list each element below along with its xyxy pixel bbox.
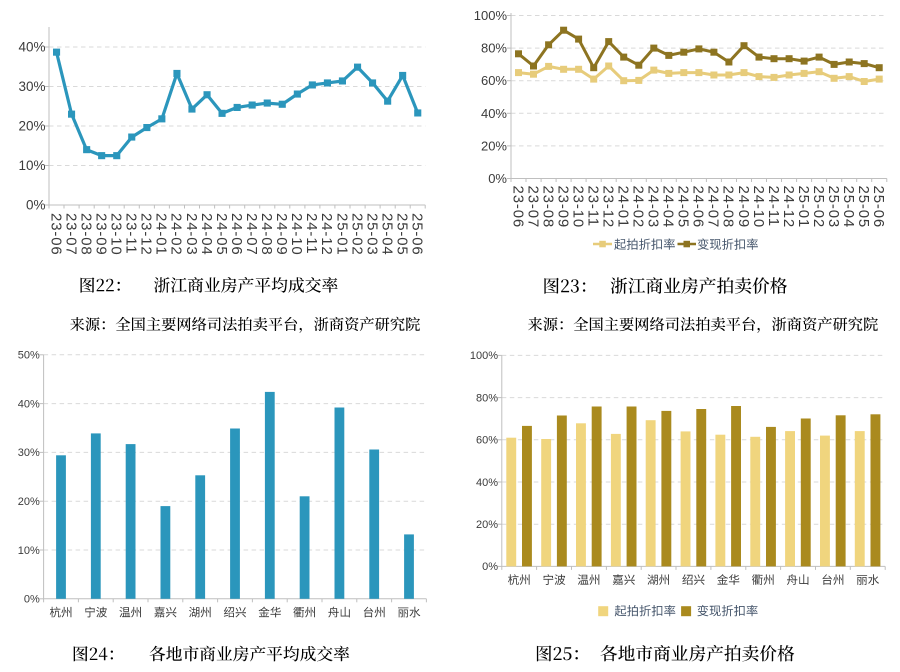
svg-text:23-07: 23-07 (62, 213, 79, 256)
svg-text:25-05: 25-05 (855, 186, 872, 229)
svg-text:25-01: 25-01 (333, 213, 350, 256)
svg-text:40%: 40% (476, 477, 498, 489)
svg-text:25-04: 25-04 (378, 213, 395, 256)
svg-text:80%: 80% (481, 41, 507, 56)
svg-text:0%: 0% (482, 561, 498, 573)
svg-text:25-01: 25-01 (795, 186, 812, 229)
svg-text:25-05: 25-05 (394, 213, 411, 256)
svg-text:24-10: 24-10 (750, 186, 767, 229)
svg-text:0%: 0% (488, 171, 507, 186)
svg-text:24-11: 24-11 (303, 213, 320, 255)
svg-text:40%: 40% (481, 106, 507, 121)
svg-text:24-11: 24-11 (765, 186, 782, 228)
svg-text:23-12: 23-12 (600, 186, 617, 229)
svg-text:23-10: 23-10 (569, 186, 586, 229)
svg-text:40%: 40% (18, 40, 45, 55)
svg-text:20%: 20% (481, 139, 507, 154)
svg-text:0%: 0% (24, 594, 40, 606)
svg-text:30%: 30% (18, 79, 45, 94)
svg-text:24-05: 24-05 (213, 213, 230, 256)
svg-text:24-08: 24-08 (258, 213, 275, 256)
svg-text:24-01: 24-01 (615, 186, 632, 229)
svg-text:24-03: 24-03 (645, 186, 662, 229)
svg-text:23-11: 23-11 (585, 186, 602, 228)
svg-text:50%: 50% (18, 350, 40, 362)
svg-text:23-07: 23-07 (524, 186, 541, 229)
svg-text:23-08: 23-08 (539, 186, 556, 229)
svg-text:60%: 60% (481, 73, 507, 88)
svg-text:24-05: 24-05 (675, 186, 692, 229)
svg-text:24-03: 24-03 (183, 213, 200, 256)
svg-text:60%: 60% (476, 435, 498, 447)
svg-text:40%: 40% (18, 398, 40, 410)
svg-text:25-03: 25-03 (825, 186, 842, 229)
svg-text:24-06: 24-06 (690, 186, 707, 229)
svg-text:25-02: 25-02 (810, 186, 827, 229)
svg-text:30%: 30% (18, 447, 40, 459)
svg-text:23-10: 23-10 (108, 213, 125, 256)
svg-text:100%: 100% (470, 350, 498, 362)
svg-text:24-08: 24-08 (720, 186, 737, 229)
svg-text:0%: 0% (26, 198, 46, 213)
svg-text:23-06: 23-06 (509, 186, 526, 229)
svg-text:25-06: 25-06 (409, 213, 426, 256)
svg-text:20%: 20% (18, 119, 45, 134)
svg-text:24-07: 24-07 (243, 213, 260, 256)
svg-text:20%: 20% (476, 519, 498, 531)
svg-text:25-04: 25-04 (840, 186, 857, 229)
svg-text:24-04: 24-04 (198, 213, 215, 256)
svg-text:20%: 20% (18, 496, 40, 508)
svg-text:24-10: 24-10 (288, 213, 305, 256)
svg-text:10%: 10% (18, 545, 40, 557)
svg-text:24-07: 24-07 (705, 186, 722, 229)
svg-text:24-02: 24-02 (630, 186, 647, 229)
svg-text:23-09: 23-09 (554, 186, 571, 229)
svg-text:24-09: 24-09 (735, 186, 752, 229)
svg-text:24-01: 24-01 (153, 213, 170, 256)
svg-text:25-06: 25-06 (870, 186, 887, 229)
svg-text:24-09: 24-09 (273, 213, 290, 256)
svg-text:25-02: 25-02 (348, 213, 365, 256)
svg-text:24-02: 24-02 (168, 213, 185, 256)
svg-text:23-09: 23-09 (93, 213, 110, 256)
svg-text:23-11: 23-11 (123, 213, 140, 255)
svg-text:23-08: 23-08 (77, 213, 94, 256)
svg-text:23-06: 23-06 (47, 213, 64, 256)
svg-text:24-06: 24-06 (228, 213, 245, 256)
svg-text:10%: 10% (18, 158, 45, 173)
svg-text:24-12: 24-12 (780, 186, 797, 229)
svg-text:23-12: 23-12 (138, 213, 155, 256)
svg-text:24-04: 24-04 (660, 186, 677, 229)
svg-text:24-12: 24-12 (318, 213, 335, 256)
svg-text:80%: 80% (476, 393, 498, 405)
svg-text:25-03: 25-03 (363, 213, 380, 256)
svg-text:100%: 100% (474, 8, 508, 23)
